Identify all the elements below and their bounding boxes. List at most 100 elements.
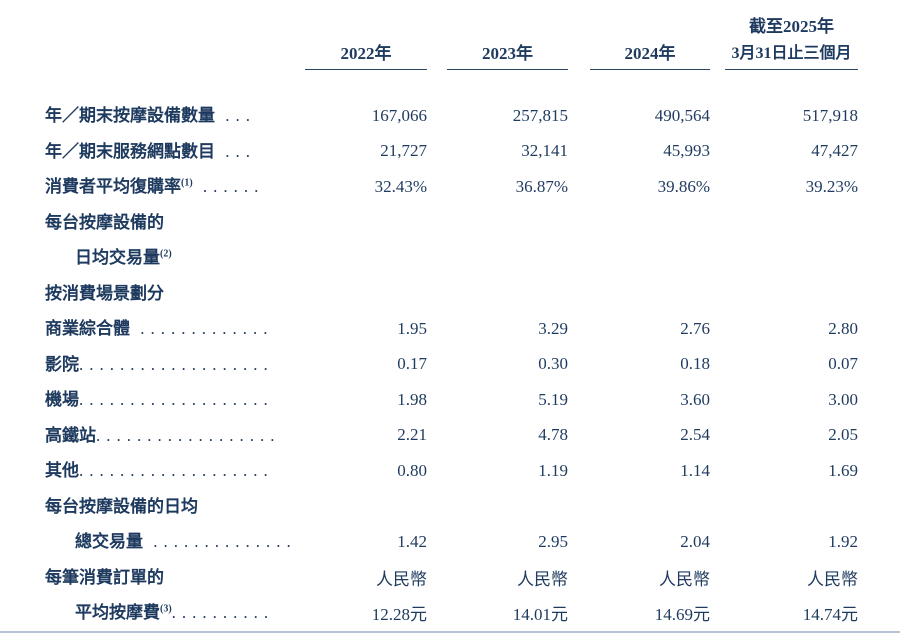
value-cell: 47,427 xyxy=(811,141,858,161)
row-label-footnote: (3) xyxy=(160,603,172,615)
value-cell: 0.07 xyxy=(828,354,858,374)
value-cell: 2.76 xyxy=(680,318,710,338)
header-period-line1: 截至2025年 xyxy=(749,17,834,36)
value-cell: 39.86% xyxy=(657,176,710,196)
value-cell: 167,066 xyxy=(371,105,427,125)
header-top-spacer xyxy=(427,14,568,40)
value-cell: 人民幣 xyxy=(376,569,427,589)
row-label-text: 每台按摩設備的 xyxy=(45,212,164,232)
value-cell: 人民幣 xyxy=(517,569,568,589)
table-row: 平均按摩費(3).......... 12.28元 14.01元 14.69元 … xyxy=(45,595,858,631)
header-col-2025q1: 截至2025年 3月31日止三個月 xyxy=(710,14,858,70)
value-cell: 1.92 xyxy=(828,531,858,551)
dot-leader: .......... xyxy=(171,603,275,622)
row-label: 平均按摩費(3).......... xyxy=(45,595,297,631)
row-label-text: 高鐵站 xyxy=(45,425,96,445)
value-cell: 32,141 xyxy=(521,141,568,161)
row-label-text: 日均交易量 xyxy=(75,248,160,267)
value-cell: 0.30 xyxy=(538,354,568,374)
header-col-2022: 2022年 xyxy=(297,14,427,70)
table-row: 按消費場景劃分 xyxy=(45,276,858,312)
value-cell: 14.01元 xyxy=(512,605,568,625)
row-label-text: 商業綜合體 xyxy=(45,319,130,338)
value-cell: 2.95 xyxy=(538,531,568,551)
value-cell: 3.60 xyxy=(680,389,710,409)
dot-leader: ...... xyxy=(192,177,265,196)
value-cell: 人民幣 xyxy=(659,569,710,589)
value-cell: 5.19 xyxy=(538,389,568,409)
value-cell: 32.43% xyxy=(374,176,427,196)
value-cell: 1.98 xyxy=(397,389,427,409)
value-cell: 0.18 xyxy=(680,354,710,374)
row-label-footnote: (1) xyxy=(181,177,193,189)
dot-leader: ................... xyxy=(79,461,274,480)
value-cell: 1.95 xyxy=(397,318,427,338)
row-label-text: 影院 xyxy=(45,354,79,374)
row-label: 機場................... xyxy=(45,382,297,418)
value-cell: 2.54 xyxy=(680,425,710,445)
value-cell: 1.14 xyxy=(680,460,710,480)
row-label: 按消費場景劃分 xyxy=(45,276,297,312)
row-label: 高鐵站.................. xyxy=(45,418,297,454)
header-top-spacer xyxy=(297,14,427,40)
value-cell: 12.28元 xyxy=(371,605,427,625)
header-year-2024: 2024年 xyxy=(590,40,710,70)
row-label-text: 其他 xyxy=(45,461,79,480)
table-row: 日均交易量(2) xyxy=(45,240,858,276)
dot-leader: .............. xyxy=(143,532,297,551)
value-cell: 0.80 xyxy=(397,460,427,480)
table-row: 機場................... 1.98 5.19 3.60 3.0… xyxy=(45,382,858,418)
value-cell: 1.42 xyxy=(397,531,427,551)
value-cell: 3.00 xyxy=(828,389,858,409)
header-year-2022: 2022年 xyxy=(305,40,427,70)
table-body: 年／期末按摩設備數量 ... 167,066 257,815 490,564 5… xyxy=(45,98,858,631)
row-label-text: 每台按摩設備的日均 xyxy=(45,496,198,516)
table-row: 影院................... 0.17 0.30 0.18 0.0… xyxy=(45,347,858,383)
value-cell: 0.17 xyxy=(397,354,427,374)
value-cell: 1.69 xyxy=(828,460,858,480)
value-cell: 36.87% xyxy=(515,176,568,196)
table-row: 其他................... 0.80 1.19 1.14 1.6… xyxy=(45,453,858,489)
value-cell: 517,918 xyxy=(802,105,858,125)
row-label-text: 消費者平均復購率 xyxy=(45,177,181,196)
row-label-text: 平均按摩費 xyxy=(75,603,160,622)
value-cell: 45,993 xyxy=(663,141,710,161)
value-cell: 2.80 xyxy=(828,318,858,338)
table-row: 商業綜合體 ............. 1.95 3.29 2.76 2.80 xyxy=(45,311,858,347)
header-period-line2: 3月31日止三個月 xyxy=(725,40,858,70)
row-label: 商業綜合體 ............. xyxy=(45,311,297,347)
table-row: 每台按摩設備的 xyxy=(45,205,858,241)
row-label-text: 年／期末服務網點數目 xyxy=(45,141,215,161)
value-cell: 490,564 xyxy=(654,105,710,125)
value-cell: 2.21 xyxy=(397,425,427,445)
row-label: 每台按摩設備的 xyxy=(45,205,297,241)
table-row: 消費者平均復購率(1) ...... 32.43% 36.87% 39.86% … xyxy=(45,169,858,205)
table-header: 2022年 2023年 2024年 截至2025年 3月31日止三個月 xyxy=(45,0,858,70)
row-label-footnote: (2) xyxy=(160,248,172,260)
value-cell: 14.69元 xyxy=(654,605,710,625)
header-col-2024: 2024年 xyxy=(568,14,710,70)
header-col-2023: 2023年 xyxy=(427,14,568,70)
row-label: 影院................... xyxy=(45,347,297,383)
row-label: 日均交易量(2) xyxy=(45,240,297,276)
dot-leader: ............. xyxy=(130,319,274,338)
value-cell: 1.19 xyxy=(538,460,568,480)
value-cell: 39.23% xyxy=(805,176,858,196)
bottom-divider xyxy=(0,631,900,633)
value-cell: 4.78 xyxy=(538,425,568,445)
row-label: 每台按摩設備的日均 xyxy=(45,489,297,525)
dot-leader: .................. xyxy=(96,425,281,445)
row-label: 年／期末按摩設備數量 ... xyxy=(45,98,297,134)
value-cell: 2.04 xyxy=(680,531,710,551)
value-cell: 人民幣 xyxy=(807,569,858,589)
value-cell: 14.74元 xyxy=(802,605,858,625)
row-label-text: 機場 xyxy=(45,390,79,409)
row-label: 消費者平均復購率(1) ...... xyxy=(45,169,297,205)
row-label: 年／期末服務網點數目 ... xyxy=(45,134,297,170)
table-row: 每台按摩設備的日均 xyxy=(45,489,858,525)
row-label-text: 年／期末按摩設備數量 xyxy=(45,106,215,125)
row-label: 總交易量 .............. xyxy=(45,524,297,560)
value-cell: 21,727 xyxy=(380,141,427,161)
